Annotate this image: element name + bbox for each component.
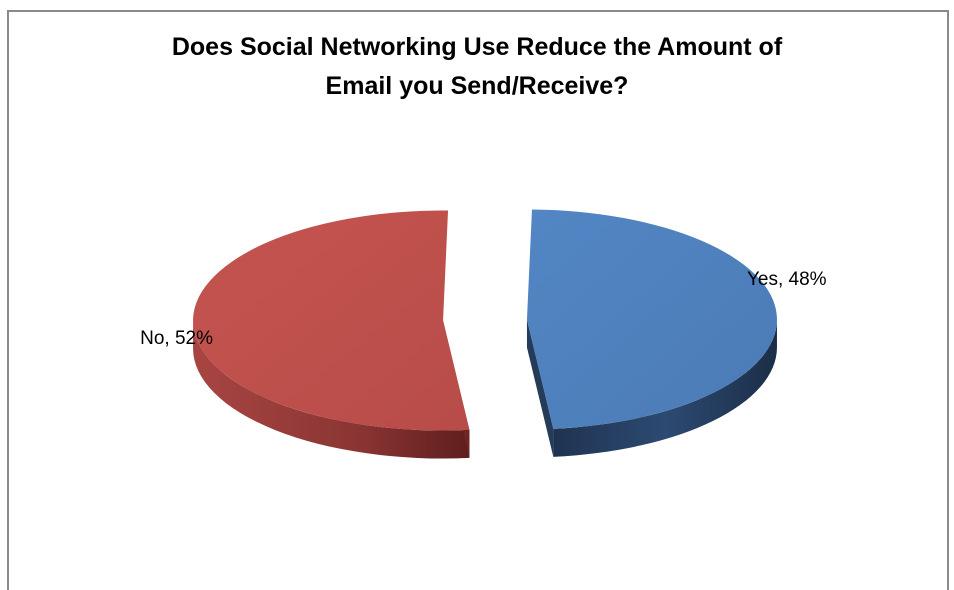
chart-title-line-2: Email you Send/Receive? — [325, 72, 629, 100]
chart-title-line-1: Does Social Networking Use Reduce the Am… — [171, 33, 783, 61]
pie-slice-yes — [526, 209, 777, 429]
pie-slice-no — [193, 210, 470, 431]
chart-frame — [7, 10, 949, 590]
data-label-yes: Yes, 48% — [747, 269, 827, 290]
chart-title: Does Social Networking Use Reduce the Am… — [0, 28, 954, 106]
pie-slice-side-yes — [526, 319, 777, 457]
data-label-no: No, 52% — [140, 328, 213, 349]
